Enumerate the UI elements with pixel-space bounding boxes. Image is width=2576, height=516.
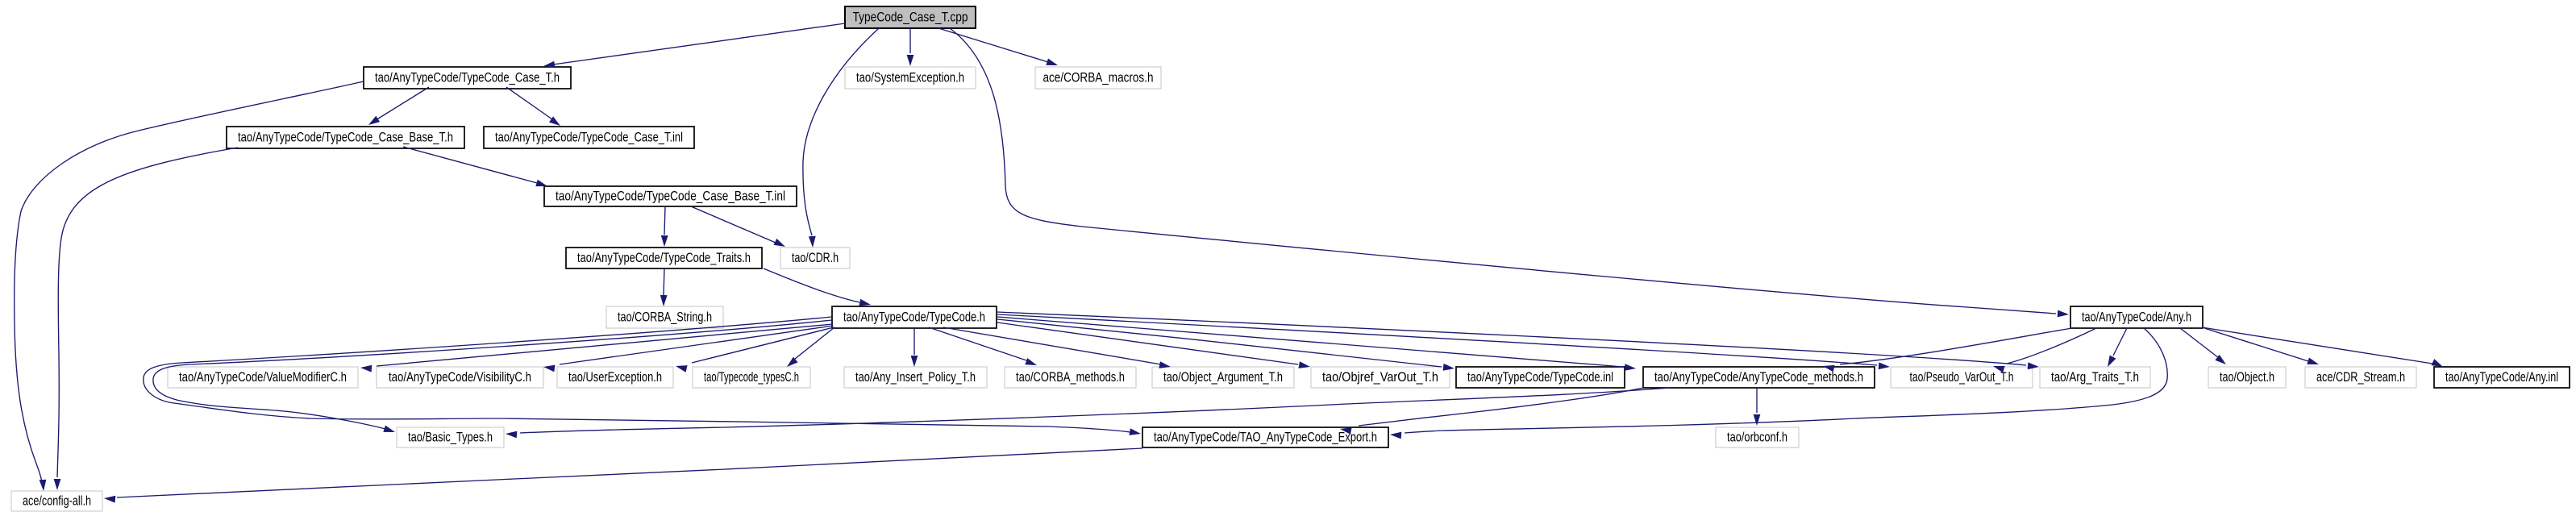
svg-text:TypeCode_Case_T.cpp: TypeCode_Case_T.cpp [853,10,968,25]
svg-text:ace/CDR_Stream.h: ace/CDR_Stream.h [2316,369,2405,385]
svg-text:tao/Pseudo_VarOut_T.h: tao/Pseudo_VarOut_T.h [1910,369,2014,385]
svg-text:tao/AnyTypeCode/TypeCode_Case_: tao/AnyTypeCode/TypeCode_Case_T.h [375,70,560,85]
svg-text:tao/UserException.h: tao/UserException.h [568,369,662,385]
svg-text:tao/Any_Insert_Policy_T.h: tao/Any_Insert_Policy_T.h [855,369,976,385]
svg-text:tao/Objref_VarOut_T.h: tao/Objref_VarOut_T.h [1322,369,1438,385]
svg-text:tao/Arg_Traits_T.h: tao/Arg_Traits_T.h [2051,369,2139,385]
svg-text:tao/Object.h: tao/Object.h [2220,369,2274,385]
svg-text:tao/CDR.h: tao/CDR.h [792,250,839,265]
svg-text:tao/AnyTypeCode/AnyTypeCode_me: tao/AnyTypeCode/AnyTypeCode_methods.h [1654,369,1863,385]
svg-text:tao/orbconf.h: tao/orbconf.h [1727,430,1787,445]
svg-text:tao/AnyTypeCode/TypeCode.h: tao/AnyTypeCode/TypeCode.h [843,310,985,325]
svg-text:tao/CORBA_String.h: tao/CORBA_String.h [618,310,712,325]
svg-text:tao/AnyTypeCode/ValueModifierC: tao/AnyTypeCode/ValueModifierC.h [179,369,347,385]
svg-text:tao/AnyTypeCode/TAO_AnyTypeCod: tao/AnyTypeCode/TAO_AnyTypeCode_Export.h [1154,430,1377,445]
svg-text:tao/Object_Argument_T.h: tao/Object_Argument_T.h [1163,369,1283,385]
svg-text:tao/AnyTypeCode/VisibilityC.h: tao/AnyTypeCode/VisibilityC.h [389,369,531,385]
svg-text:tao/AnyTypeCode/TypeCode_Case_: tao/AnyTypeCode/TypeCode_Case_T.inl [495,130,683,145]
svg-text:tao/AnyTypeCode/TypeCode_Case_: tao/AnyTypeCode/TypeCode_Case_Base_T.h [238,130,453,145]
svg-text:tao/AnyTypeCode/Any.inl: tao/AnyTypeCode/Any.inl [2445,369,2558,385]
svg-text:tao/Basic_Types.h: tao/Basic_Types.h [408,430,493,445]
svg-text:tao/Typecode_typesC.h: tao/Typecode_typesC.h [704,369,799,385]
svg-text:tao/SystemException.h: tao/SystemException.h [856,70,964,85]
svg-text:ace/config-all.h: ace/config-all.h [23,493,91,509]
svg-text:tao/AnyTypeCode/TypeCode.inl: tao/AnyTypeCode/TypeCode.inl [1467,369,1613,385]
svg-text:tao/AnyTypeCode/Any.h: tao/AnyTypeCode/Any.h [2082,310,2191,325]
svg-text:tao/AnyTypeCode/TypeCode_Case_: tao/AnyTypeCode/TypeCode_Case_Base_T.inl [556,189,785,204]
svg-text:tao/AnyTypeCode/TypeCode_Trait: tao/AnyTypeCode/TypeCode_Traits.h [577,250,751,265]
svg-text:tao/CORBA_methods.h: tao/CORBA_methods.h [1016,369,1125,385]
svg-text:ace/CORBA_macros.h: ace/CORBA_macros.h [1043,70,1154,85]
